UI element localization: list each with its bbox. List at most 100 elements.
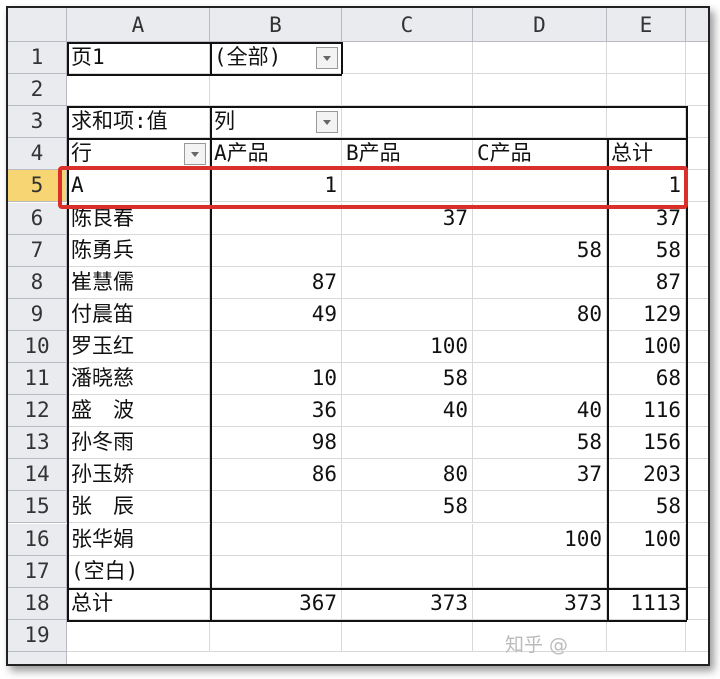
cell-extra[interactable] [686, 299, 708, 331]
cell-B2[interactable] [210, 74, 342, 107]
cell-E7[interactable]: 58 [607, 234, 686, 267]
cell-extra[interactable] [686, 138, 708, 171]
cell-D18[interactable]: 373 [473, 587, 607, 620]
cell-C14[interactable]: 80 [342, 459, 473, 492]
cell-D1[interactable] [473, 42, 607, 75]
column-header-D[interactable]: D [473, 8, 607, 42]
cell-B8[interactable]: 87 [210, 266, 342, 299]
row-header[interactable]: 17 [8, 555, 67, 588]
cell-E13[interactable]: 156 [607, 427, 686, 460]
cell-E18[interactable]: 1113 [607, 587, 686, 620]
cell-E1[interactable] [607, 42, 686, 75]
cell-D13[interactable]: 58 [473, 427, 607, 460]
cell-C8[interactable] [342, 266, 473, 299]
column-header-extra[interactable] [686, 8, 708, 42]
cell-D2[interactable] [473, 74, 607, 107]
cell-extra[interactable] [686, 235, 708, 267]
cell-D7[interactable]: 58 [473, 234, 607, 267]
row-header[interactable]: 18 [8, 587, 67, 620]
cell-E19[interactable] [607, 619, 686, 652]
cell-A17[interactable]: (空白) [67, 555, 210, 588]
cell-A11[interactable]: 潘晓慈 [67, 363, 210, 396]
cell-A15[interactable]: 张 辰 [67, 491, 210, 524]
cell-B14[interactable]: 86 [210, 459, 342, 492]
cell-D15[interactable] [473, 491, 607, 524]
row-header[interactable]: 6 [8, 202, 67, 235]
cell-B9[interactable]: 49 [210, 298, 342, 331]
cell-C12[interactable]: 40 [342, 395, 473, 428]
cell-A12[interactable]: 盛 波 [67, 395, 210, 428]
cell-extra[interactable] [686, 556, 708, 588]
cell-A16[interactable]: 张华娟 [67, 523, 210, 556]
cell-E3[interactable] [607, 106, 686, 139]
page-filter-dropdown[interactable] [316, 47, 338, 69]
cell-C19[interactable] [342, 619, 473, 652]
cell-C6[interactable]: 37 [342, 202, 473, 235]
cell-D12[interactable]: 40 [473, 395, 607, 428]
column-filter-dropdown[interactable] [316, 111, 338, 133]
row-header[interactable]: 12 [8, 395, 67, 428]
row-header[interactable]: 5 [8, 170, 67, 203]
cell-B18[interactable]: 367 [210, 587, 342, 620]
cell-extra[interactable] [686, 267, 708, 299]
cell-E16[interactable]: 100 [607, 523, 686, 556]
column-header-C[interactable]: C [342, 8, 473, 42]
cell-extra[interactable] [686, 588, 708, 620]
cell-A5[interactable]: A [67, 170, 210, 203]
cell-C16[interactable] [342, 523, 473, 556]
cell-C10[interactable]: 100 [342, 330, 473, 363]
row-header[interactable]: 4 [8, 138, 67, 171]
cell-D5[interactable] [473, 170, 607, 203]
cell-D11[interactable] [473, 363, 607, 396]
cell-E8[interactable]: 87 [607, 266, 686, 299]
cell-A1[interactable]: 页1 [67, 42, 210, 75]
cell-D17[interactable] [473, 555, 607, 588]
row-header[interactable]: 15 [8, 491, 67, 524]
cell-E15[interactable]: 58 [607, 491, 686, 524]
row-header[interactable]: 7 [8, 234, 67, 267]
cell-C13[interactable] [342, 427, 473, 460]
cell-E2[interactable] [607, 74, 686, 107]
cell-B16[interactable] [210, 523, 342, 556]
cell-D14[interactable]: 37 [473, 459, 607, 492]
row-header[interactable]: 10 [8, 330, 67, 363]
cell-E17[interactable] [607, 555, 686, 588]
cell-B7[interactable] [210, 234, 342, 267]
cell-B13[interactable]: 98 [210, 427, 342, 460]
cell-A7[interactable]: 陈勇兵 [67, 234, 210, 267]
cell-E12[interactable]: 116 [607, 395, 686, 428]
row-header[interactable]: 8 [8, 266, 67, 299]
cell-B10[interactable] [210, 330, 342, 363]
cell-extra[interactable] [686, 491, 708, 524]
cell-A9[interactable]: 付晨笛 [67, 298, 210, 331]
cell-B17[interactable] [210, 555, 342, 588]
row-header[interactable]: 19 [8, 619, 67, 652]
cell-C1[interactable] [342, 42, 473, 75]
cell-C9[interactable] [342, 298, 473, 331]
cell-A10[interactable]: 罗玉红 [67, 330, 210, 363]
row-filter-dropdown[interactable] [184, 143, 206, 165]
column-header-B[interactable]: B [210, 8, 342, 42]
cell-D10[interactable] [473, 330, 607, 363]
cell-extra[interactable] [686, 170, 708, 203]
row-header[interactable]: 2 [8, 74, 67, 107]
cell-C11[interactable]: 58 [342, 363, 473, 396]
cell-A18[interactable]: 总计 [67, 587, 210, 620]
cell-B15[interactable] [210, 491, 342, 524]
row-header[interactable]: 16 [8, 523, 67, 556]
cell-A6[interactable]: 陈良春 [67, 202, 210, 235]
cell-C7[interactable] [342, 234, 473, 267]
cell-extra[interactable] [686, 42, 708, 75]
cell-extra[interactable] [686, 106, 708, 139]
cell-extra[interactable] [686, 331, 708, 363]
cell-E11[interactable]: 68 [607, 363, 686, 396]
column-header-A[interactable]: A [67, 8, 210, 42]
cell-extra[interactable] [686, 524, 708, 556]
row-header[interactable]: 13 [8, 427, 67, 460]
cell-E9[interactable]: 129 [607, 298, 686, 331]
cell-C2[interactable] [342, 74, 473, 107]
cell-extra[interactable] [686, 459, 708, 492]
cell-C17[interactable] [342, 555, 473, 588]
cell-D8[interactable] [473, 266, 607, 299]
cell-B19[interactable] [210, 619, 342, 652]
